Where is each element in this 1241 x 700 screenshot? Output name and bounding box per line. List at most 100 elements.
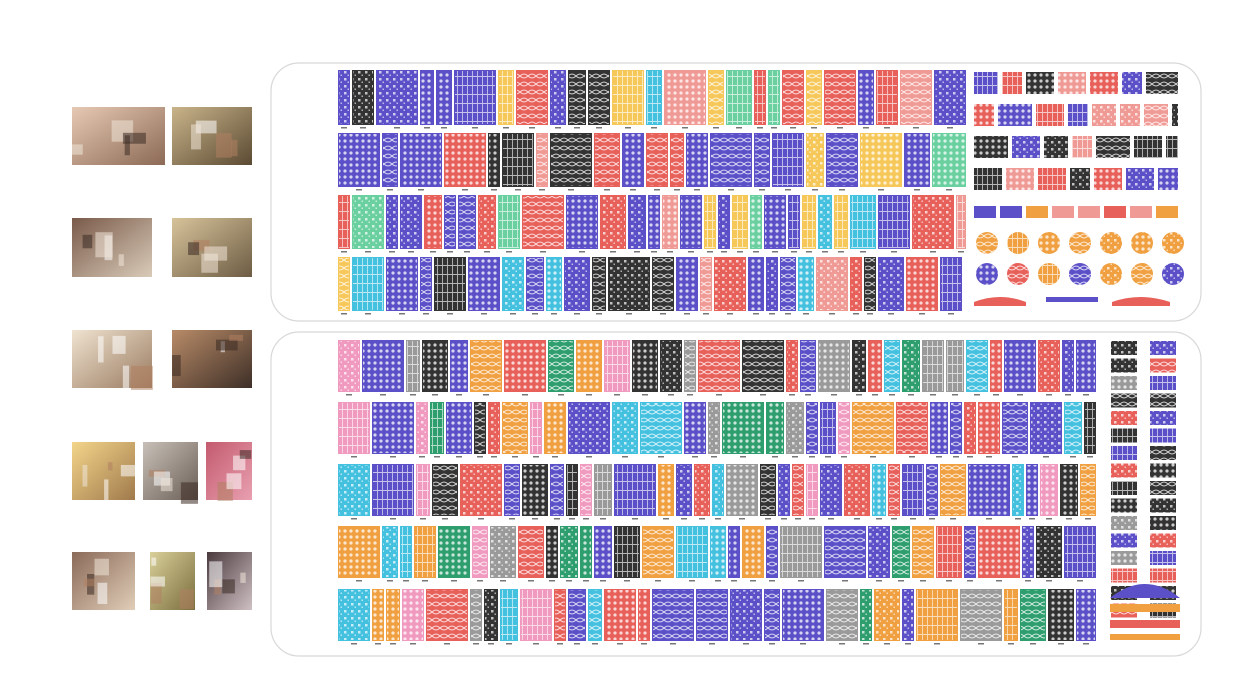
tile-caption xyxy=(610,251,616,253)
tile-caption xyxy=(462,189,468,191)
tile-border xyxy=(504,340,546,392)
tile-cutout xyxy=(594,133,620,187)
tile-border xyxy=(874,589,900,641)
tile-cutout xyxy=(888,464,900,516)
tile-cutout xyxy=(648,195,660,249)
tile-cutout xyxy=(502,133,534,187)
tile-cutout xyxy=(564,257,590,311)
tile-border xyxy=(600,195,626,249)
tile-cutout xyxy=(400,133,442,187)
tile-border xyxy=(718,195,730,249)
tile-border xyxy=(1062,340,1074,392)
tile-caption xyxy=(586,456,592,458)
tile-cutout xyxy=(1150,568,1176,583)
tile-border xyxy=(646,133,668,187)
tile-border xyxy=(714,257,746,311)
tile-cutout xyxy=(818,195,832,249)
tile-cutout xyxy=(974,104,994,126)
tile-cutout xyxy=(676,464,692,516)
photo-detail xyxy=(107,462,113,471)
tile-caption xyxy=(884,127,890,129)
tile-border xyxy=(934,70,966,125)
tile-border xyxy=(352,195,384,249)
tile-caption xyxy=(533,643,539,645)
tile-caption xyxy=(860,251,866,253)
tile-border xyxy=(454,70,496,125)
tile-caption xyxy=(934,643,940,645)
tile-caption xyxy=(624,580,630,582)
tile-caption xyxy=(503,127,509,129)
photo-detail xyxy=(124,135,130,156)
tile-cutout xyxy=(750,195,762,249)
tile-caption xyxy=(996,580,1002,582)
tile-border xyxy=(430,402,444,454)
tile-caption xyxy=(978,643,984,645)
tile-caption xyxy=(837,127,843,129)
tile-cutout xyxy=(850,195,876,249)
tile-cutout xyxy=(530,402,542,454)
tile-caption xyxy=(1046,580,1052,582)
photo-detail xyxy=(226,473,242,490)
tile-border xyxy=(708,70,724,125)
tile-border xyxy=(878,195,910,249)
tile-border xyxy=(764,195,786,249)
tile-cutout xyxy=(642,526,674,578)
medallion-cutout xyxy=(1069,263,1091,285)
tile-caption xyxy=(356,189,362,191)
tile-cutout xyxy=(768,70,780,125)
tile-cutout xyxy=(488,133,500,187)
tile-border xyxy=(642,526,674,578)
tile-cutout xyxy=(878,195,910,249)
tile-caption xyxy=(432,394,438,396)
tile-caption xyxy=(674,189,680,191)
tile-border xyxy=(786,402,804,454)
tile-cutout xyxy=(792,464,804,516)
tile-border xyxy=(470,589,482,641)
tile-cutout xyxy=(1122,72,1142,94)
photo-detail xyxy=(229,334,244,341)
tile-cutout xyxy=(1038,340,1060,392)
tile-caption xyxy=(346,394,352,396)
tile-caption xyxy=(422,580,428,582)
tile-border xyxy=(926,464,938,516)
tile-cutout xyxy=(860,133,902,187)
tile-cutout xyxy=(1012,136,1040,158)
tile-border xyxy=(500,589,518,641)
tile-cutout xyxy=(444,133,486,187)
tile-cutout xyxy=(592,257,606,311)
photo-detail xyxy=(239,450,252,459)
tile-border xyxy=(834,195,848,249)
tile-caption xyxy=(930,394,936,396)
tile-caption xyxy=(478,518,484,520)
tile-caption xyxy=(842,580,848,582)
tile-cutout xyxy=(932,133,966,187)
tile-cutout xyxy=(712,464,724,516)
ornament-strip xyxy=(1000,206,1022,218)
tile-caption xyxy=(660,313,666,315)
photo-detail xyxy=(122,132,146,144)
tile-border xyxy=(912,195,954,249)
tile-caption xyxy=(540,251,546,253)
tile-caption xyxy=(771,127,777,129)
tile-caption xyxy=(558,394,564,396)
tile-caption xyxy=(539,189,545,191)
tile-cutout xyxy=(1002,72,1022,94)
tile-caption xyxy=(356,580,362,582)
tile-cutout xyxy=(974,136,1008,158)
tile-caption xyxy=(399,313,405,315)
tile-caption xyxy=(341,127,347,129)
tile-border xyxy=(402,589,424,641)
tile-border xyxy=(568,70,586,125)
tile-cutout xyxy=(568,70,586,125)
tile-border xyxy=(548,340,574,392)
tile-caption xyxy=(825,456,831,458)
tile-cutout xyxy=(646,70,662,125)
tile-cutout xyxy=(588,589,602,641)
tile-caption xyxy=(753,313,759,315)
tile-caption xyxy=(1043,456,1049,458)
border-ornament xyxy=(1110,620,1180,628)
tile-caption xyxy=(632,518,638,520)
photo-detail xyxy=(150,582,162,604)
tile-caption xyxy=(491,456,497,458)
tile-cutout xyxy=(560,526,578,578)
